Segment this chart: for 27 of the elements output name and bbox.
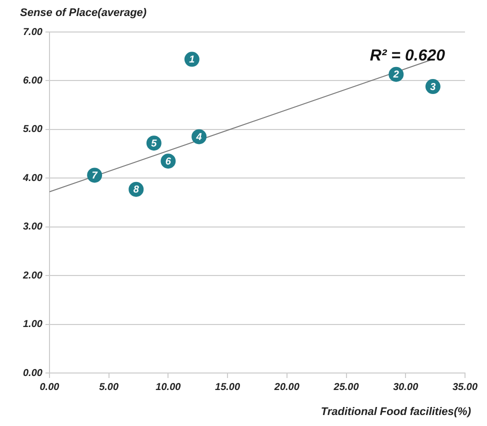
y-tick-label: 3.00 <box>22 222 43 233</box>
annotation: 6 <box>165 156 172 168</box>
y-tick-label: 0.00 <box>22 368 43 379</box>
x-tick-label: 0.00 <box>40 382 60 393</box>
x-tick-label: 30.00 <box>393 382 419 393</box>
y-tick-label: 1.00 <box>22 319 43 330</box>
x-tick-label: 25.00 <box>332 382 360 393</box>
y-tick-label: 5.00 <box>22 124 43 136</box>
y-tick-label: 6.00 <box>22 75 43 86</box>
annotation: 4 <box>195 132 202 143</box>
annotation: R² = 0.620 <box>370 47 446 64</box>
x-axis-title: Traditional Food facilities(%) <box>320 406 472 418</box>
annotation: 8 <box>133 184 140 196</box>
annotation: 7 <box>92 170 98 182</box>
x-tick-label: 5.00 <box>99 382 119 393</box>
x-tick-label: 20.00 <box>273 382 300 393</box>
x-tick-label: 15.00 <box>215 382 240 393</box>
annotation: 2 <box>392 70 400 81</box>
annotation: 3 <box>430 82 436 93</box>
x-tick-label: 35.00 <box>452 382 478 393</box>
annotation: 1 <box>189 54 196 66</box>
y-tick-label: 4.00 <box>22 172 43 184</box>
y-axis-title: Sense of Place(average) <box>20 7 147 20</box>
y-tick-label: 7.00 <box>22 26 43 38</box>
x-tick-label: 10.00 <box>156 382 182 393</box>
annotation: 5 <box>151 138 158 150</box>
y-tick-label: 2.00 <box>22 270 43 282</box>
